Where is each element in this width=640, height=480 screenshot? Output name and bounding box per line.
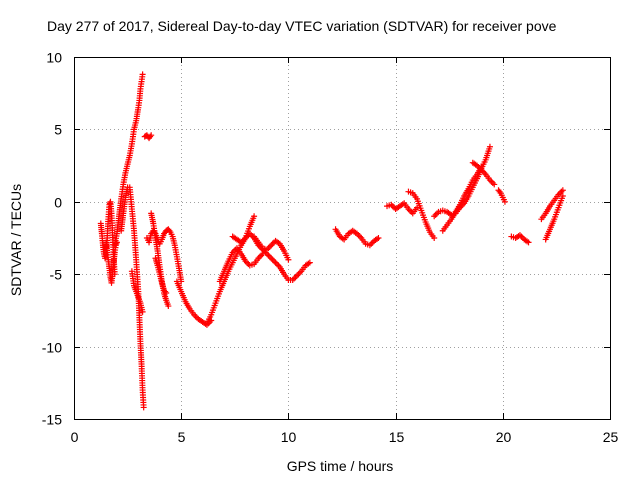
x-tick-label: 5 <box>178 429 186 445</box>
data-point <box>432 211 439 218</box>
data-point <box>486 143 493 150</box>
data-point <box>558 188 565 195</box>
data-point <box>268 255 275 262</box>
chart-title: Day 277 of 2017, Sidereal Day-to-day VTE… <box>47 18 557 34</box>
x-tick-label: 10 <box>281 429 297 445</box>
data-point <box>525 239 532 246</box>
plot-frame <box>74 57 611 420</box>
series-arc-15 <box>332 226 382 249</box>
x-tick-label: 20 <box>496 429 512 445</box>
data-point <box>285 256 292 263</box>
grid-lines <box>74 57 610 419</box>
series-arc-8 <box>148 210 172 310</box>
x-axis-label: GPS time / hours <box>287 458 394 474</box>
x-tick-label: 0 <box>71 429 79 445</box>
series-arc-23 <box>538 187 566 223</box>
series-arc-5 <box>128 268 146 315</box>
data-series <box>97 71 566 411</box>
data-point <box>148 132 155 139</box>
x-tick-labels: 0 5 10 15 20 25 <box>71 429 619 445</box>
data-point <box>356 233 363 240</box>
data-point <box>251 213 258 220</box>
series-arc-22 <box>508 232 532 246</box>
y-tick-label: 5 <box>54 122 62 138</box>
data-point <box>266 253 273 260</box>
x-tick-label: 25 <box>603 429 619 445</box>
data-point <box>306 259 313 266</box>
y-tick-label: -15 <box>42 412 62 428</box>
data-point <box>406 207 413 214</box>
y-tick-label: -5 <box>50 267 63 283</box>
data-point <box>488 178 495 185</box>
x-tick-label: 15 <box>389 429 405 445</box>
data-point <box>296 269 303 276</box>
data-point <box>293 272 300 279</box>
series-arc-19 <box>439 164 485 234</box>
series-arc-6 <box>141 132 155 142</box>
data-point <box>258 252 265 259</box>
series-arc-12 <box>216 245 266 285</box>
data-point <box>273 261 280 268</box>
data-point <box>262 249 269 256</box>
data-point <box>139 308 146 315</box>
data-point <box>295 271 302 278</box>
data-point <box>265 245 272 252</box>
data-point <box>501 198 508 205</box>
data-point <box>559 187 566 194</box>
series-arc-11 <box>203 213 258 327</box>
data-point <box>165 303 172 310</box>
data-point <box>272 259 279 266</box>
data-point <box>245 261 252 268</box>
data-point <box>375 235 382 241</box>
data-point <box>268 242 275 249</box>
series-arc-21 <box>495 187 508 205</box>
data-point <box>556 190 563 197</box>
data-point <box>271 258 278 265</box>
data-point <box>256 253 263 260</box>
series-arc-14 <box>251 233 292 263</box>
series-arc-9 <box>152 255 170 297</box>
series-arc-20 <box>469 159 498 188</box>
data-point <box>139 71 146 78</box>
data-point <box>291 275 298 282</box>
series-arc-24 <box>542 193 566 243</box>
series-arc-17 <box>405 188 438 241</box>
y-tick-label: -10 <box>42 340 62 356</box>
data-point <box>163 290 170 297</box>
data-point <box>265 252 272 259</box>
data-point <box>292 274 299 281</box>
series-arc-4 <box>118 184 147 411</box>
series-arc-2 <box>103 239 120 286</box>
data-point <box>489 179 496 186</box>
y-axis-label: SDTVAR / TECUs <box>8 184 24 296</box>
data-point <box>269 256 276 263</box>
series-arc-3 <box>111 71 146 249</box>
y-tick-labels: -15 -10 -5 0 5 10 <box>42 50 62 428</box>
data-point <box>368 240 375 247</box>
series-arc-7 <box>143 226 185 285</box>
data-point <box>491 181 498 188</box>
data-point <box>140 404 147 411</box>
series-arc-18 <box>431 143 493 220</box>
y-tick-label: 0 <box>54 195 62 211</box>
data-point <box>431 235 438 241</box>
data-point <box>192 313 199 320</box>
data-point <box>431 213 438 220</box>
data-point <box>518 233 525 240</box>
data-point <box>559 193 566 200</box>
y-tick-label: 10 <box>46 50 62 66</box>
